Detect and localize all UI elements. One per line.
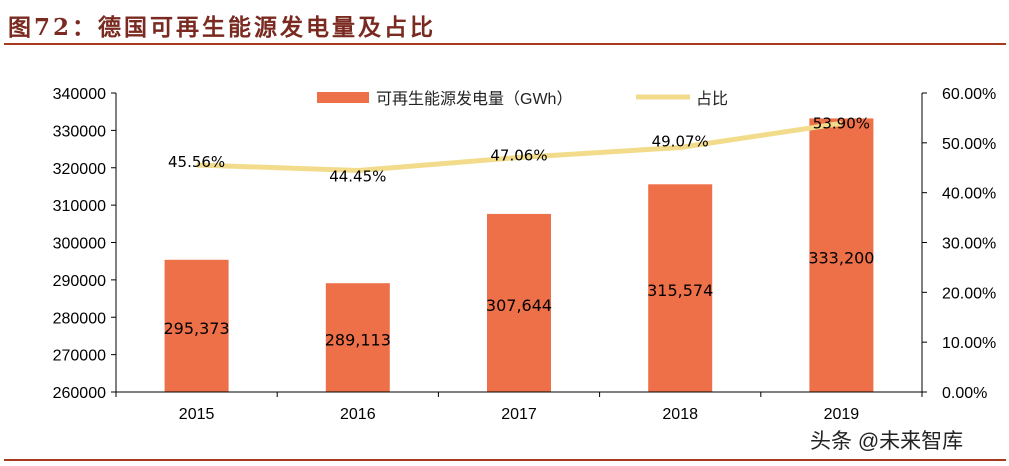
bar-data-label: 295,373 xyxy=(164,319,230,338)
right-tick-label: 10.00% xyxy=(942,335,996,352)
right-tick-label: 20.00% xyxy=(942,285,996,302)
bar-data-label: 315,574 xyxy=(647,281,713,300)
x-tick-label: 2019 xyxy=(824,406,860,423)
legend-bar-swatch xyxy=(317,92,369,103)
left-tick-label: 310000 xyxy=(53,198,106,215)
left-tick-label: 270000 xyxy=(53,348,106,365)
bar-2018 xyxy=(648,184,713,392)
bar-2015 xyxy=(164,259,229,392)
watermark: 头条 @未来智库 xyxy=(810,430,964,453)
left-tick-label: 320000 xyxy=(53,161,106,178)
left-tick-label: 290000 xyxy=(53,273,106,290)
line-data-label: 44.45% xyxy=(329,167,386,185)
right-tick-label: 30.00% xyxy=(942,236,996,253)
line-data-label: 53.90% xyxy=(813,114,870,132)
bar-data-label: 333,200 xyxy=(808,248,874,267)
right-tick-label: 40.00% xyxy=(942,186,996,203)
right-tick-label: 60.00% xyxy=(942,86,996,103)
left-tick-label: 330000 xyxy=(53,123,106,140)
x-tick-label: 2018 xyxy=(662,406,698,423)
legend-bar-label: 可再生能源发电量（GWh） xyxy=(376,90,572,108)
bottom-rule xyxy=(4,459,1006,461)
bar-2017 xyxy=(487,213,551,392)
left-tick-label: 280000 xyxy=(53,310,106,327)
line-data-label: 49.07% xyxy=(652,132,709,150)
x-tick-label: 2015 xyxy=(179,406,215,423)
bar-2019 xyxy=(809,118,874,392)
x-tick-label: 2016 xyxy=(340,406,376,423)
right-tick-label: 0.00% xyxy=(942,385,987,402)
left-tick-label: 260000 xyxy=(53,385,106,402)
legend-line-label: 占比 xyxy=(696,90,728,108)
bar-data-label: 289,113 xyxy=(325,331,391,350)
line-data-label: 45.56% xyxy=(168,153,225,171)
left-tick-label: 340000 xyxy=(53,86,106,103)
bar-data-label: 307,644 xyxy=(486,296,552,315)
title-rule xyxy=(4,43,1006,45)
left-tick-label: 300000 xyxy=(53,236,106,253)
chart-title: 图72：德国可再生能源发电量及占比 xyxy=(8,14,437,41)
bar-2016 xyxy=(325,283,390,392)
line-data-label: 47.06% xyxy=(490,146,547,164)
x-tick-label: 2017 xyxy=(501,406,537,423)
line-share xyxy=(196,120,842,173)
right-tick-label: 50.00% xyxy=(942,136,996,153)
